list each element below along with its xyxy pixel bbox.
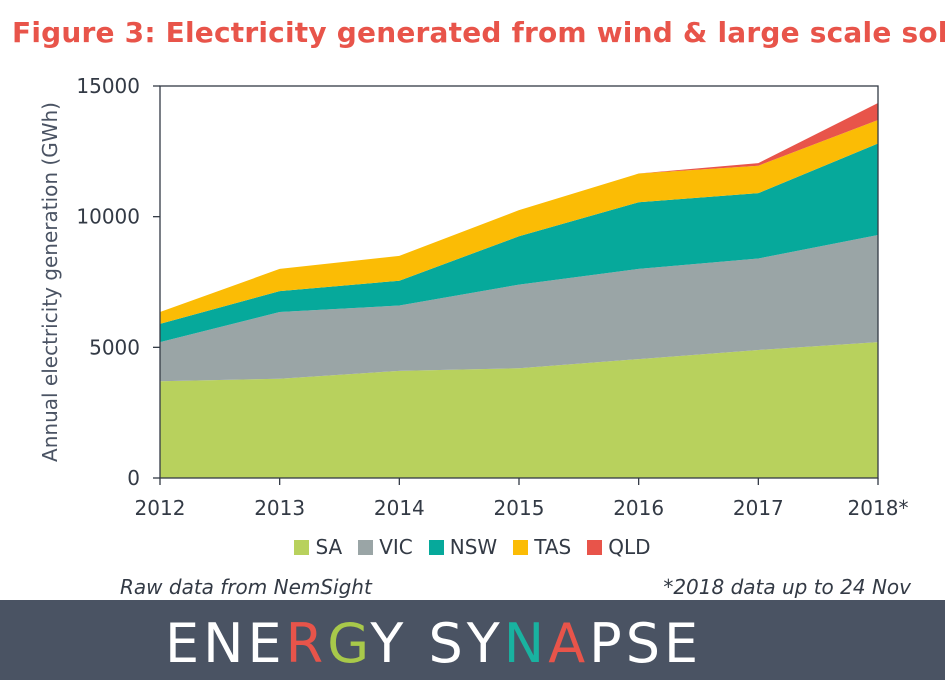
brand-wordmark: ENERGY SYNAPSE [165, 612, 702, 672]
x-tick-label: 2012 [135, 496, 186, 520]
x-tick-label: 2016 [613, 496, 664, 520]
stacked-area-chart: 0 5000 10000 15000 2012 2013 2014 2015 2016 2017 2… [38, 74, 909, 520]
y-tick-label: 10000 [76, 205, 140, 229]
legend-label: TAS [534, 535, 572, 559]
legend-swatch [294, 539, 310, 555]
legend-swatch [428, 539, 444, 555]
legend-item-tas: TAS [513, 535, 571, 559]
brand-banner: ENERGY SYNAPSE [0, 600, 945, 680]
legend-swatch [587, 539, 603, 555]
legend-item-nsw: NSW [428, 535, 498, 559]
area-series-vic [160, 234, 878, 382]
x-tick-label: 2013 [254, 496, 305, 520]
legend-label: QLD [608, 535, 651, 559]
source-note: Raw data from NemSight [120, 575, 372, 599]
legend-swatch [358, 539, 374, 555]
legend-swatch [513, 539, 529, 555]
x-tick-label: 2015 [494, 496, 545, 520]
area-series-tas [160, 119, 878, 324]
y-tick-label: 0 [127, 466, 140, 490]
legend-item-qld: QLD [587, 535, 651, 559]
x-tick-label: 2014 [374, 496, 425, 520]
chart-legend: SA VIC NSW TAS QLD [0, 535, 945, 559]
x-tick-label: 2018* [848, 496, 909, 520]
legend-label: VIC [379, 535, 413, 559]
y-tick-label: 5000 [89, 335, 140, 359]
x-tick-label: 2017 [733, 496, 784, 520]
legend-label: SA [315, 535, 343, 559]
y-axis-label: Annual electricity generation (GWh) [38, 102, 62, 462]
footnote: *2018 data up to 24 Nov [663, 575, 911, 599]
legend-label: NSW [449, 535, 498, 559]
legend-item-sa: SA [294, 535, 342, 559]
energy-synapse-logo: ENERGY SYNAPSE [165, 612, 702, 672]
y-tick-label: 15000 [76, 74, 140, 98]
area-series-sa [160, 342, 878, 478]
chart-title: Figure 3: Electricity generated from win… [12, 16, 945, 49]
area-series-nsw [160, 143, 878, 343]
legend-item-vic: VIC [358, 535, 413, 559]
